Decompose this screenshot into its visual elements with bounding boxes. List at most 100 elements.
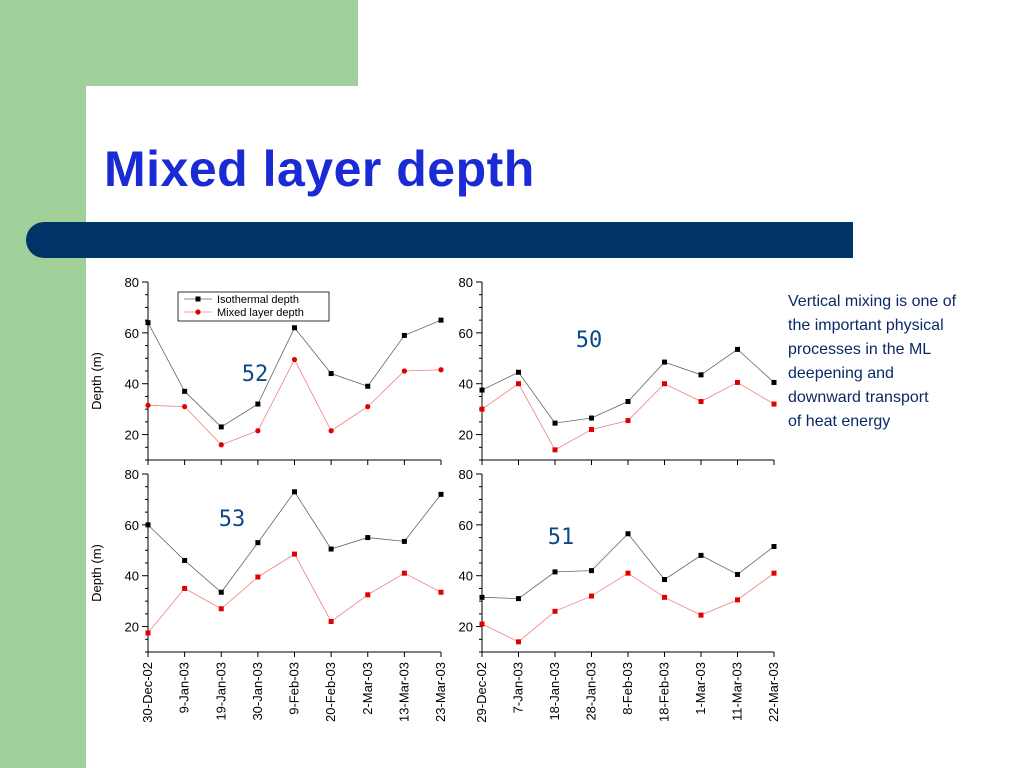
data-point — [479, 406, 485, 412]
data-point — [255, 540, 261, 546]
y-tick-label: 40 — [125, 569, 139, 584]
data-point — [145, 402, 151, 408]
y-tick-label: 20 — [125, 428, 139, 443]
data-point — [552, 447, 558, 453]
data-point — [145, 320, 151, 326]
data-point — [365, 592, 371, 598]
y-tick-label: 80 — [125, 467, 139, 482]
y-tick-label: 60 — [125, 518, 139, 533]
data-point — [479, 621, 485, 627]
data-point — [589, 568, 594, 574]
x-tick-label: 7-Jan-03 — [511, 662, 526, 713]
data-point — [735, 346, 740, 352]
x-tick-label: 23-Mar-03 — [433, 662, 448, 722]
data-point — [662, 381, 667, 387]
description-text: Vertical mixing is one of the important … — [788, 293, 957, 430]
data-point — [145, 630, 151, 636]
x-tick-label: 2-Mar-03 — [360, 662, 375, 715]
data-point — [365, 535, 371, 541]
x-tick-label: 29-Dec-02 — [474, 662, 489, 723]
data-point — [771, 570, 777, 576]
x-tick-label: 20-Feb-03 — [323, 662, 338, 722]
y-tick-label: 40 — [125, 377, 139, 392]
data-point — [401, 570, 407, 576]
data-point — [292, 325, 297, 331]
data-point — [438, 317, 444, 323]
data-point — [662, 577, 667, 583]
station-label: 53 — [219, 507, 246, 532]
data-point — [182, 388, 188, 394]
data-point — [328, 618, 334, 624]
x-tick-label: 28-Jan-03 — [584, 662, 599, 721]
chart-4: 20 40 60 80 29-Dec-02 7-Jan-03 18-Jan-03 28-Jan… — [459, 467, 781, 723]
data-point — [145, 522, 151, 528]
data-point — [438, 367, 444, 373]
y-tick-label: 80 — [459, 275, 473, 290]
chart-2: 20 40 60 80 50 — [459, 275, 777, 465]
y-tick-label: 40 — [459, 569, 473, 584]
data-point — [218, 606, 224, 612]
data-point — [182, 404, 188, 410]
data-point — [218, 424, 224, 430]
station-label: 52 — [242, 362, 269, 387]
data-point — [255, 401, 261, 407]
series-line-2 — [147, 553, 442, 634]
background-green-column — [0, 0, 86, 768]
y-tick-label: 20 — [125, 620, 139, 635]
data-point — [735, 379, 740, 385]
data-point — [438, 491, 444, 497]
y-tick-label: 80 — [459, 467, 473, 482]
data-point — [401, 538, 407, 544]
x-tick-label: 18-Feb-03 — [657, 662, 672, 722]
data-point — [625, 531, 631, 537]
y-tick-label: 60 — [459, 326, 473, 341]
data-point — [516, 639, 521, 645]
x-tick-label: 11-Mar-03 — [730, 662, 745, 721]
data-point — [771, 401, 777, 407]
data-point — [698, 399, 704, 405]
data-point — [771, 379, 777, 385]
y-axis-label: Depth (m) — [89, 352, 104, 410]
data-point — [625, 570, 631, 576]
data-point — [625, 399, 631, 405]
data-point — [401, 368, 407, 374]
data-point — [625, 418, 631, 424]
legend-box — [177, 291, 330, 322]
station-label: 51 — [548, 525, 575, 550]
series-line-2 — [147, 358, 442, 446]
data-point — [182, 585, 188, 591]
series-line-2 — [481, 572, 775, 643]
series-line-1 — [481, 533, 775, 600]
x-tick-label: 30-Dec-02 — [140, 662, 155, 723]
y-tick-label: 80 — [125, 275, 139, 290]
data-point — [328, 371, 334, 377]
data-point — [479, 387, 485, 393]
x-tick-label: 1-Mar-03 — [693, 662, 708, 715]
data-point — [516, 596, 521, 602]
data-point — [182, 557, 188, 563]
chart-3: 20 40 60 80 30-Dec-02 9-Jan-03 19-Jan-03 30-Jan… — [89, 467, 448, 723]
data-point — [328, 428, 334, 434]
data-point — [698, 372, 704, 378]
data-point — [662, 359, 667, 365]
data-point — [698, 552, 704, 558]
x-tick-label: 30-Jan-03 — [250, 662, 265, 721]
data-point — [255, 574, 261, 580]
x-tick-label: 9-Jan-03 — [177, 662, 192, 713]
x-tick-label: 9-Feb-03 — [287, 662, 302, 715]
legend-label: Isothermal depth — [217, 294, 299, 306]
data-point — [292, 489, 297, 495]
x-tick-label: 13-Mar-03 — [396, 662, 411, 722]
data-point — [365, 404, 371, 410]
data-point — [771, 543, 777, 549]
data-point — [552, 608, 558, 614]
x-tick-label: 8-Feb-03 — [620, 662, 635, 715]
data-point — [735, 597, 740, 603]
data-point — [401, 332, 407, 338]
data-point — [255, 428, 261, 434]
data-point — [292, 551, 297, 557]
data-point — [328, 546, 334, 552]
data-point — [552, 569, 558, 575]
